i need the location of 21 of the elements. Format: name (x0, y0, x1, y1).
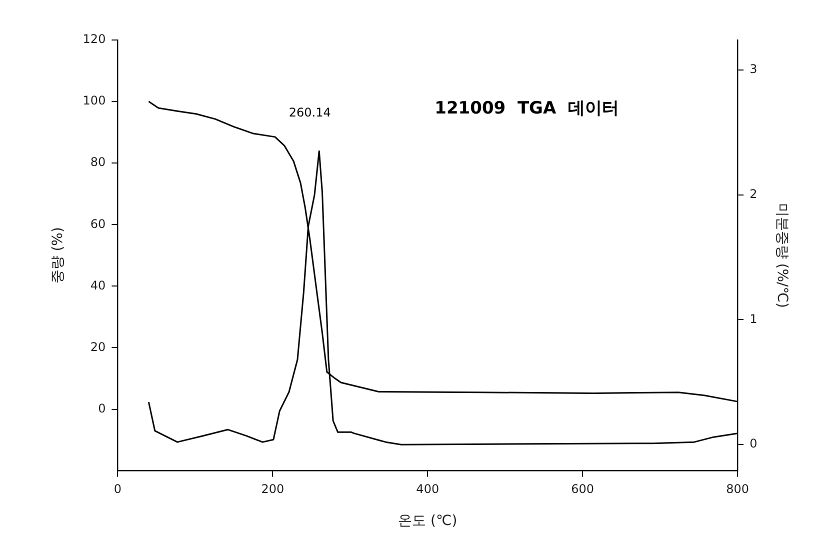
y2-tick-label: 3 (750, 62, 758, 76)
x-tick-label: 0 (114, 482, 122, 496)
y-tick-label: 40 (90, 278, 106, 292)
x-tick-label: 400 (416, 482, 440, 496)
y2-tick-label: 2 (750, 186, 758, 201)
y2-axis-title: 미분중량 (%/℃) (774, 202, 790, 308)
x-axis-title: 온도 (℃) (398, 513, 458, 530)
y-tick-label: 80 (90, 155, 106, 170)
y-tick-label: 120 (82, 32, 106, 46)
y-tick-label: 0 (98, 401, 106, 416)
y-tick-label: 60 (90, 216, 106, 231)
x-tick-label: 800 (726, 482, 750, 496)
y-axis-title: 중량 (%) (50, 227, 66, 284)
y2-tick-label: 0 (750, 436, 758, 451)
y-tick-label: 100 (82, 94, 106, 108)
x-tick-label: 200 (261, 482, 284, 496)
text: 121009 TGA 데이터 (434, 98, 619, 118)
y2-tick-label: 1 (750, 312, 758, 326)
annotation: 260.14 (288, 105, 331, 120)
x-tick-label: 600 (571, 482, 594, 496)
y-tick-label: 20 (90, 340, 106, 354)
